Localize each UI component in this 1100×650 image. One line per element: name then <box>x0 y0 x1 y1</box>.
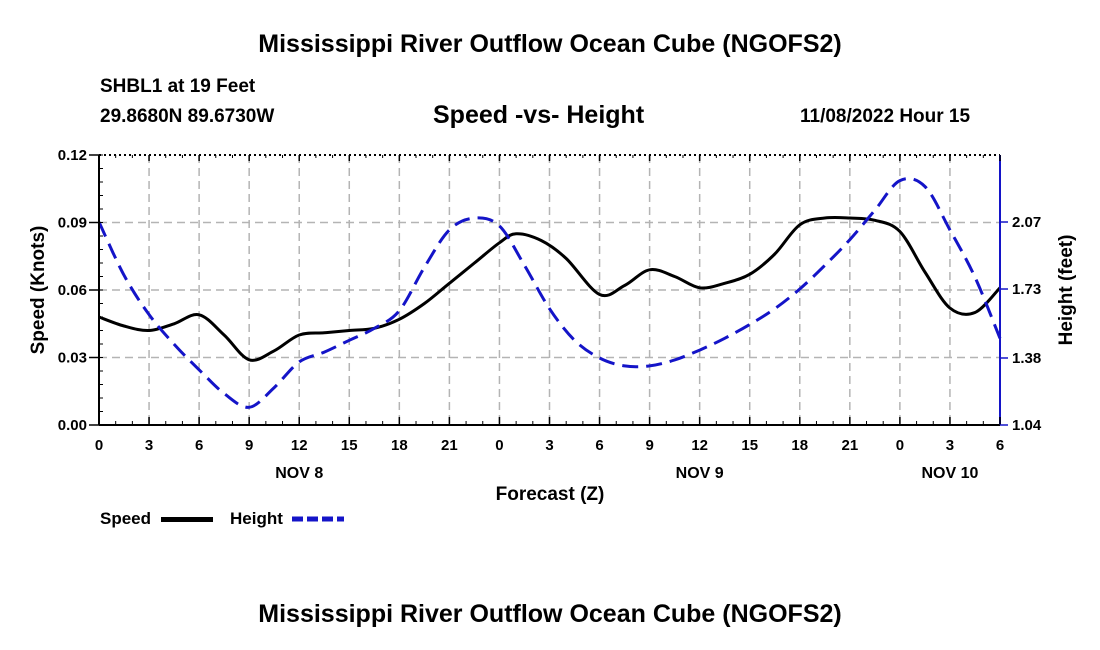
legend-height-label: Height <box>230 509 283 528</box>
x-tick-label: 6 <box>996 437 1004 454</box>
y-tick-label: 0.12 <box>58 147 87 164</box>
y-tick-label: 0.09 <box>58 215 87 232</box>
x-tick-label: 12 <box>291 437 308 454</box>
x-tick-label: 18 <box>791 437 808 454</box>
x-tick-label: 3 <box>545 437 553 454</box>
x-tick-label: 0 <box>495 437 503 454</box>
y2-tick-label: 2.07 <box>1012 214 1041 231</box>
x-tick-label: 21 <box>841 437 858 454</box>
x-tick-label: 9 <box>245 437 253 454</box>
y2-axis-title: Height (feet) <box>1056 235 1077 346</box>
legend-speed-label: Speed <box>100 509 152 528</box>
y-tick-label: 0.00 <box>58 417 87 434</box>
x-tick-label: 15 <box>341 437 358 454</box>
y-tick-label: 0.06 <box>58 282 87 299</box>
x-tick-label: 15 <box>741 437 758 454</box>
x-tick-label: 0 <box>95 437 103 454</box>
y2-tick-label: 1.73 <box>1012 281 1041 298</box>
x-tick-label: 12 <box>691 437 708 454</box>
station-label: SHBL1 at 19 Feet <box>100 76 256 97</box>
legend-speed-swatch <box>161 517 213 522</box>
x-axis-title: Forecast (Z) <box>496 484 605 505</box>
x-tick-label: 9 <box>645 437 653 454</box>
legend-height-swatch <box>292 516 344 522</box>
x-date-label: NOV 10 <box>921 465 978 482</box>
y-axis-title: Speed (Knots) <box>28 226 49 355</box>
x-tick-label: 3 <box>946 437 954 454</box>
x-date-label: NOV 9 <box>676 465 724 482</box>
x-tick-label: 18 <box>391 437 408 454</box>
series-line-height <box>97 177 1002 409</box>
x-tick-label: 6 <box>195 437 203 454</box>
forecast-timestamp: 11/08/2022 Hour 15 <box>800 106 971 127</box>
series-line-speed <box>98 215 1002 362</box>
footer-title: Mississippi River Outflow Ocean Cube (NG… <box>258 600 842 628</box>
y2-tick-label: 1.04 <box>1012 417 1042 434</box>
y2-tick-label: 1.38 <box>1012 350 1041 367</box>
chart-title: Mississippi River Outflow Ocean Cube (NG… <box>258 30 842 58</box>
station-coordinates: 29.8680N 89.6730W <box>100 106 275 127</box>
x-tick-label: 0 <box>896 437 904 454</box>
x-tick-label: 21 <box>441 437 458 454</box>
plot-subtitle: Speed -vs- Height <box>433 101 645 129</box>
x-date-label: NOV 8 <box>275 465 323 482</box>
x-tick-label: 3 <box>145 437 153 454</box>
x-tick-label: 6 <box>595 437 603 454</box>
y-tick-label: 0.03 <box>58 350 87 367</box>
